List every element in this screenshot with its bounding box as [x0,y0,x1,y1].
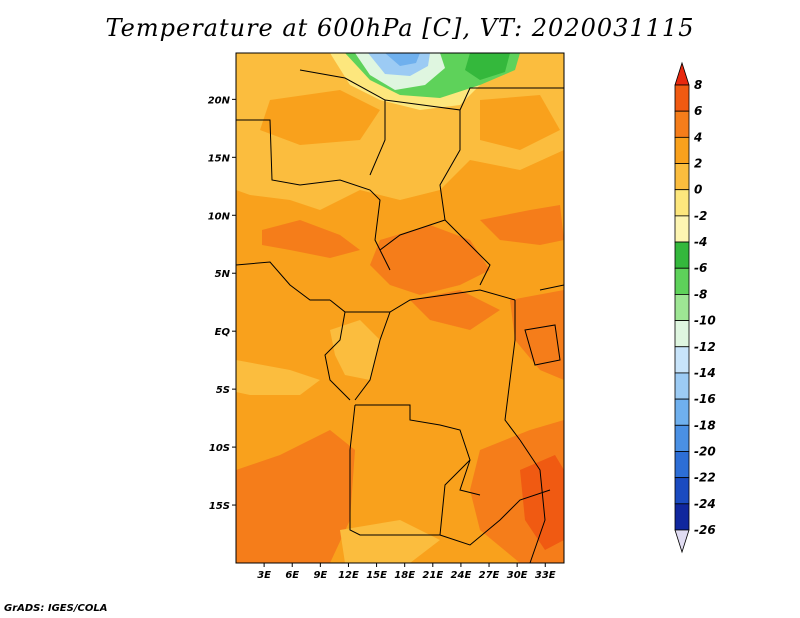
field-cool-strip-south [340,520,440,563]
field-warm-band-ne [480,205,564,245]
colorbar-label: -14 [694,366,716,380]
lon-tick-label: 30E [507,570,528,581]
border-path [349,404,471,536]
colorbar-box [674,163,690,191]
lon-tick-label: 18E [394,570,415,581]
border-path [324,299,351,401]
border-path [379,219,446,251]
field-cool-patch-central [330,320,380,380]
lon-tick-label: 12E [338,570,359,581]
border-path [524,324,561,366]
colorbar-box [674,215,690,243]
field-warm-band-mid [410,290,500,330]
field-warm-band-east [510,290,564,380]
colorbar-box [674,294,690,321]
colorbar-box [674,189,690,217]
colorbar-box [674,346,690,374]
lat-tick-label: 5N [215,269,231,280]
colorbar-label: -20 [694,444,716,458]
colorbar-label: -18 [694,418,716,432]
field-warm-band-central [370,225,490,295]
border-path [354,311,391,401]
field-dark-green [465,53,510,80]
colorbar-label: -16 [694,392,716,406]
colorbar-box [674,267,690,295]
border-path [236,261,330,301]
colorbar-box [674,320,690,348]
colorbar-box [674,398,690,426]
lon-tick-label: 3E [257,570,271,581]
border-path [539,284,564,291]
border-path [459,87,564,111]
colorbar-box [674,136,690,164]
border-path [355,404,481,496]
lon-tick-label: 9E [313,570,327,581]
field-patch-east [480,95,560,150]
colorbar-label: -4 [694,235,707,249]
border-path [504,300,521,441]
colorbar-box [674,424,690,452]
lat-tick-label: 20N [208,95,231,106]
colorbar-label: -6 [694,261,707,275]
lon-tick-label: 15E [366,570,387,581]
colorbar-lower-triangle [674,529,690,554]
lat-tick-label: 5S [216,385,230,396]
border-path [519,439,546,563]
map-axes: 20N 15N 10N 5N EQ 5S 10S 15S 3E 6E 9E 12E 15E 18E 21E 2… [208,95,556,581]
lat-tick-label: EQ [215,327,231,338]
colorbar-label: 4 [693,130,702,144]
lon-tick-label: 24E [451,570,472,581]
map-title: Temperature at 600hPa [C], VT: 202003111… [105,14,695,42]
colorbar-upper-triangle [674,61,690,86]
colorbar-label: -10 [694,314,716,328]
colorbar-label: 6 [694,104,702,118]
colorbar-box [674,503,690,531]
field-warm-south [236,430,355,563]
temperature-field [236,53,564,563]
lat-tick-label: 10S [209,443,230,454]
colorbar-label: 2 [694,157,702,171]
border-path [345,289,516,313]
lon-tick-label: 27E [479,570,500,581]
colorbar-label: -24 [694,497,716,511]
plot-frame [235,52,565,564]
field-warm-north [236,53,564,210]
border-path [384,99,491,286]
colorbar-label: 0 [694,183,702,197]
lon-tick-label: 33E [535,570,556,581]
colorbar-box [674,110,690,138]
lon-tick-label: 21E [422,570,443,581]
colorbar-label: -2 [694,209,707,223]
colorbar-label: -12 [694,340,716,354]
lat-tick-label: 15N [208,153,231,164]
country-borders [236,69,564,563]
footer-credit: GrADS: IGES/COLA [4,603,108,614]
colorbar-box [674,477,690,505]
colorbar-box [674,241,690,269]
field-cool-patch-west [236,360,320,395]
colorbar-label: 8 [694,78,702,92]
colorbar-label: -22 [694,471,716,485]
colorbar-box [674,84,690,112]
border-path [439,489,551,546]
colorbar-box [674,372,690,400]
lon-tick-label: 6E [285,570,299,581]
field-warm-band-west [262,220,360,258]
field-hot-core [520,455,564,550]
field-coldest-cell [385,53,420,66]
field-patch-sahara [260,90,380,145]
lat-tick-label: 15S [209,501,230,512]
lat-tick-label: 10N [208,211,231,222]
colorbar-label: -8 [694,287,707,301]
colorbar: 8 6 4 2 0 -2 -4 -6 -8 -10 -12 -14 -16 -18 -20 -22 -24 -26 [674,61,716,554]
colorbar-label: -26 [694,523,716,537]
colorbar-box [674,451,690,479]
